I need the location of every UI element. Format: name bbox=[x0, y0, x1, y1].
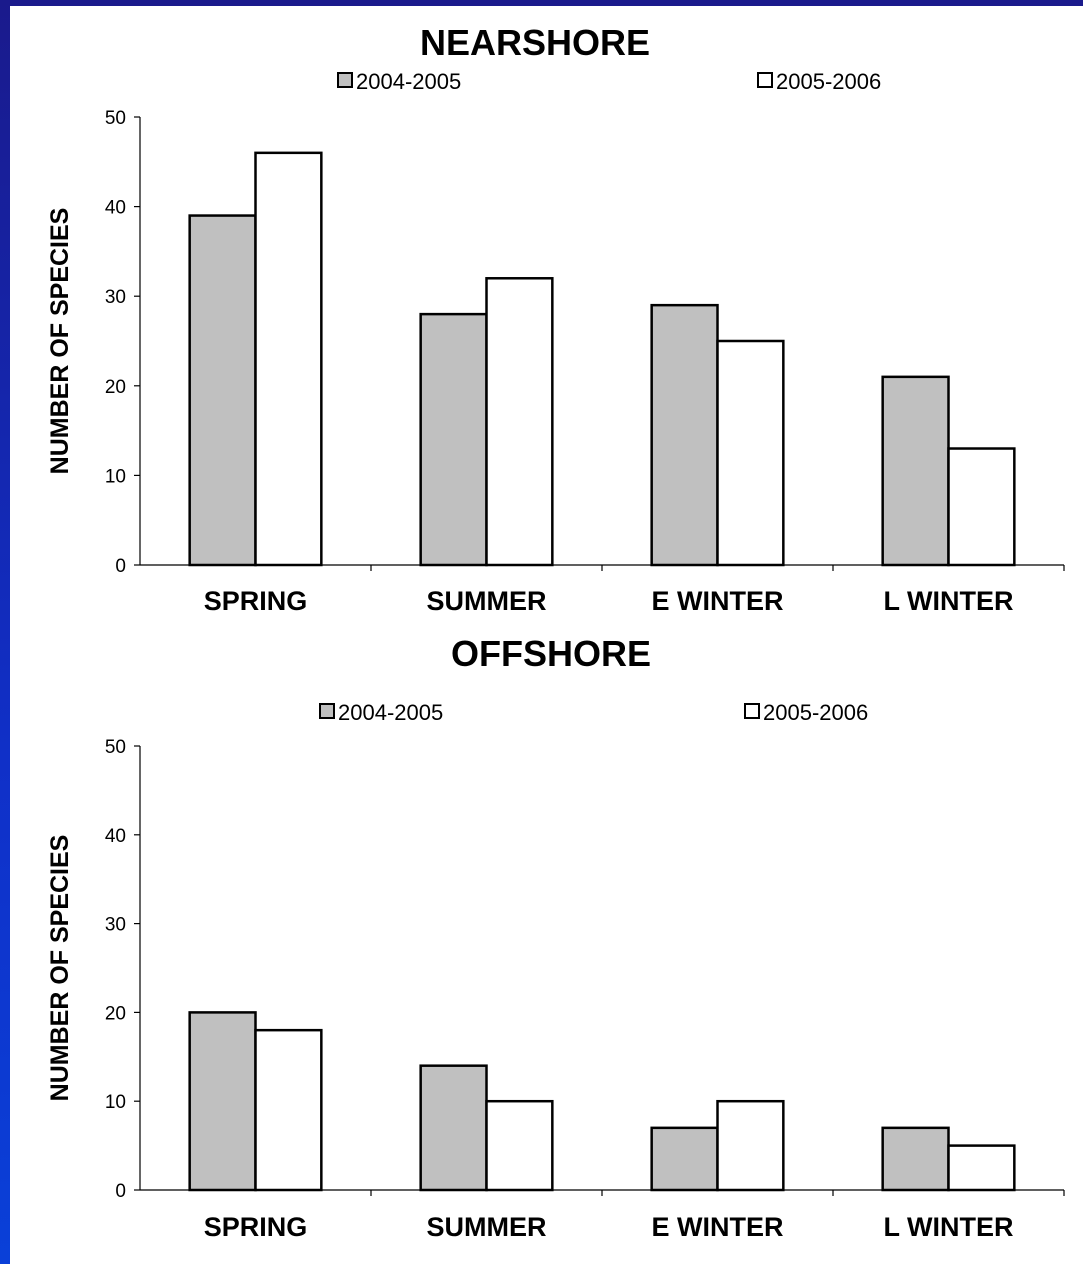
bar-e-winter-series-2 bbox=[716, 339, 785, 567]
y-tick-label: 0 bbox=[115, 1181, 126, 1202]
y-tick-label: 20 bbox=[105, 1003, 126, 1024]
bar-e-winter-series-2 bbox=[716, 1099, 785, 1192]
legend-swatch-2 bbox=[757, 72, 773, 88]
legend-label-1: 2004-2005 bbox=[338, 700, 443, 725]
y-tick-label: 10 bbox=[105, 466, 126, 487]
y-axis-label: NUMBER OF SPECIES bbox=[46, 208, 74, 475]
bar-e-winter-series-1 bbox=[650, 303, 719, 567]
x-category-label: SPRING bbox=[204, 1212, 308, 1242]
legend-label-2: 2005-2006 bbox=[776, 69, 881, 94]
y-tick-label: 50 bbox=[105, 737, 126, 758]
x-category-label: SUMMER bbox=[427, 586, 547, 616]
legend-swatch-1 bbox=[319, 703, 335, 719]
bar-summer-series-1 bbox=[419, 1064, 488, 1192]
x-category-label: SUMMER bbox=[427, 1212, 547, 1242]
bar-spring-series-1 bbox=[188, 1011, 257, 1192]
y-tick-label: 0 bbox=[115, 556, 126, 577]
bar-summer-series-2 bbox=[485, 277, 554, 567]
legend-label-2: 2005-2006 bbox=[763, 700, 868, 725]
bar-e-winter-series-1 bbox=[650, 1126, 719, 1192]
y-tick-label: 40 bbox=[105, 826, 126, 847]
chart-2: OFFSHORE 2004-2005 2005-2006 NUMBER OF SPEC… bbox=[46, 633, 1065, 1242]
x-category-label: L WINTER bbox=[884, 586, 1014, 616]
legend-swatch-2 bbox=[744, 703, 760, 719]
bar-l-winter-series-2 bbox=[947, 1144, 1016, 1192]
legend-swatch-1 bbox=[337, 72, 353, 88]
y-tick-label: 30 bbox=[105, 915, 126, 936]
x-category-label: E WINTER bbox=[652, 586, 784, 616]
x-category-label: E WINTER bbox=[652, 1212, 784, 1242]
y-tick-label: 20 bbox=[105, 377, 126, 398]
bar-spring-series-1 bbox=[188, 214, 257, 567]
y-tick-label: 10 bbox=[105, 1092, 126, 1113]
legend-label-1: 2004-2005 bbox=[356, 69, 461, 94]
y-axis-label: NUMBER OF SPECIES bbox=[46, 835, 74, 1102]
bar-l-winter-series-1 bbox=[881, 1126, 950, 1192]
x-category-label: SPRING bbox=[204, 586, 308, 616]
bar-spring-series-2 bbox=[254, 151, 323, 567]
chart-title: NEARSHORE bbox=[420, 22, 650, 63]
y-tick-label: 30 bbox=[105, 287, 126, 308]
chart-title: OFFSHORE bbox=[451, 633, 651, 674]
bar-summer-series-1 bbox=[419, 312, 488, 567]
y-tick-label: 50 bbox=[105, 108, 126, 129]
x-category-label: L WINTER bbox=[884, 1212, 1014, 1242]
bar-l-winter-series-2 bbox=[947, 447, 1016, 567]
bar-l-winter-series-1 bbox=[881, 375, 950, 567]
chart-1: NEARSHORE 2004-2005 2005-2006 NUMBER OF SPE… bbox=[46, 22, 1065, 616]
bar-spring-series-2 bbox=[254, 1028, 323, 1192]
y-tick-label: 40 bbox=[105, 198, 126, 219]
bar-summer-series-2 bbox=[485, 1099, 554, 1192]
